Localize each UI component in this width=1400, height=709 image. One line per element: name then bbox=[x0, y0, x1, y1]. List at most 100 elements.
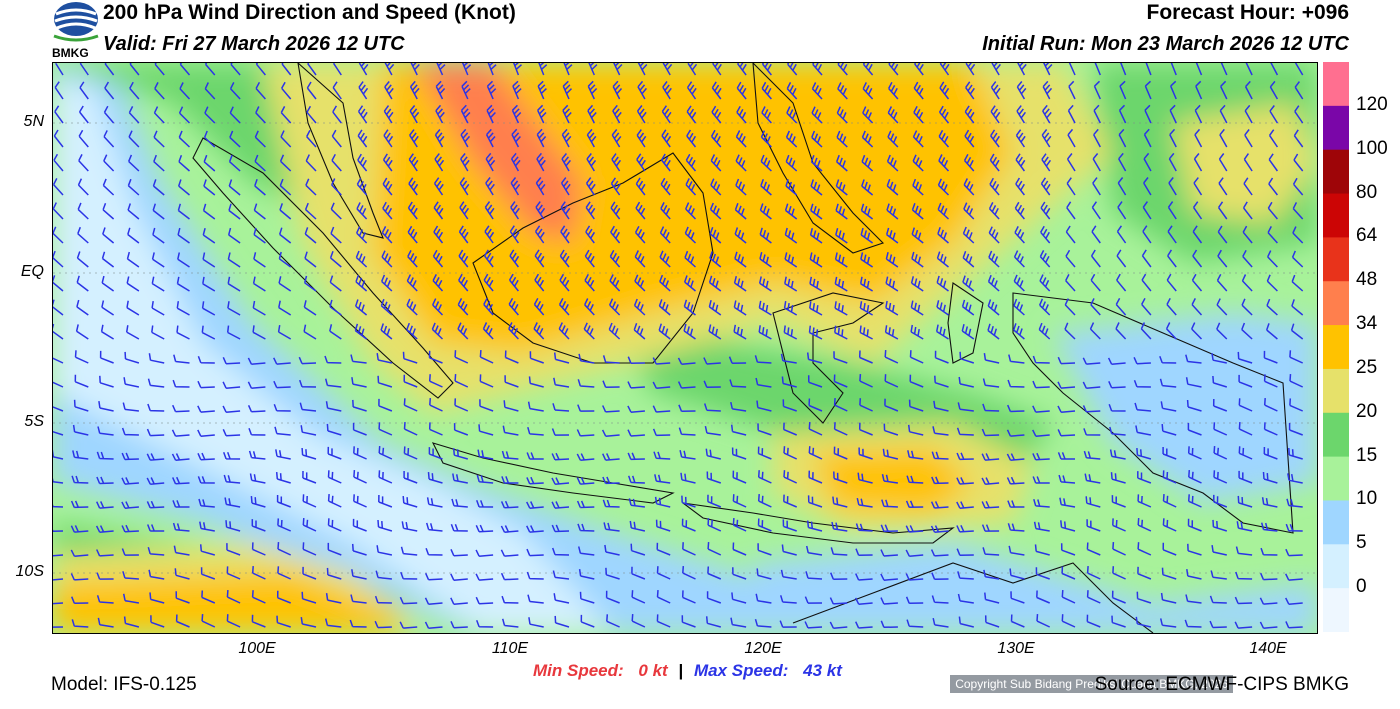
wind-barb bbox=[1265, 323, 1278, 340]
wind-barb bbox=[782, 399, 797, 412]
wind-barb bbox=[103, 154, 115, 172]
wind-barb bbox=[479, 399, 494, 412]
wind-barb bbox=[610, 201, 621, 220]
wind-barb bbox=[508, 297, 519, 316]
wind-barb bbox=[707, 566, 722, 580]
wind-barb bbox=[1270, 63, 1279, 76]
wind-barb bbox=[882, 448, 899, 460]
wind-barb bbox=[226, 543, 241, 556]
wind-barb bbox=[102, 227, 115, 244]
wind-barb bbox=[1294, 105, 1304, 124]
wind-barb bbox=[356, 177, 368, 196]
wind-barb bbox=[129, 63, 140, 76]
wind-barb bbox=[884, 398, 899, 412]
wind-barb bbox=[1066, 201, 1076, 220]
wind-barb bbox=[682, 542, 696, 556]
wind-barb bbox=[837, 82, 848, 100]
wind-barb bbox=[76, 251, 89, 268]
wind-barb bbox=[1140, 322, 1152, 340]
wind-barb bbox=[426, 497, 443, 508]
wind-barb bbox=[1267, 250, 1278, 268]
wind-barb bbox=[400, 571, 418, 580]
wind-barb bbox=[225, 520, 241, 532]
wind-barb bbox=[1212, 398, 1228, 412]
wind-barb bbox=[809, 252, 823, 268]
wind-barb bbox=[127, 178, 140, 196]
wind-barb bbox=[1040, 201, 1051, 220]
wind-barb bbox=[1192, 249, 1203, 268]
colorbar-label: 120 bbox=[1356, 93, 1388, 115]
wind-barb bbox=[755, 593, 772, 604]
wind-barb bbox=[1066, 177, 1076, 196]
wind-barb bbox=[202, 276, 216, 292]
wind-barb bbox=[331, 178, 342, 196]
lon-label-120e: 120E bbox=[744, 640, 782, 657]
wind-barb bbox=[358, 81, 369, 100]
wind-barb bbox=[300, 616, 317, 628]
wind-barb bbox=[53, 554, 64, 557]
wind-barb bbox=[964, 129, 975, 148]
wind-barb bbox=[636, 153, 646, 172]
wind-barb bbox=[1033, 521, 1050, 532]
wind-barb bbox=[508, 322, 519, 340]
wind-barb bbox=[962, 251, 975, 268]
wind-barb bbox=[785, 179, 798, 196]
wind-barb bbox=[602, 355, 620, 364]
wind-barb bbox=[1268, 153, 1279, 172]
wind-barb bbox=[1170, 80, 1177, 100]
wind-barb bbox=[913, 81, 924, 100]
wind-barb bbox=[609, 249, 621, 268]
colorbar-label: 48 bbox=[1356, 269, 1378, 291]
wind-barb bbox=[486, 104, 496, 124]
wind-barb bbox=[1259, 597, 1278, 605]
wind-barb bbox=[936, 275, 949, 292]
wind-barb bbox=[228, 154, 241, 172]
wind-barb bbox=[911, 203, 924, 220]
colorbar-label: 5 bbox=[1356, 532, 1367, 554]
wind-barb bbox=[833, 351, 848, 364]
wind-barb bbox=[277, 542, 292, 556]
wind-barb bbox=[610, 225, 621, 244]
wind-barb bbox=[1243, 153, 1253, 172]
wind-barb bbox=[612, 80, 623, 100]
wind-barb bbox=[176, 276, 190, 292]
wind-barb bbox=[500, 500, 519, 509]
wind-barb bbox=[912, 130, 924, 148]
wind-barb bbox=[1167, 225, 1177, 244]
wind-barb bbox=[755, 377, 772, 388]
wind-barb bbox=[1168, 177, 1177, 196]
wind-barb bbox=[683, 323, 696, 340]
wind-barb bbox=[613, 63, 623, 76]
wind-barb bbox=[1065, 249, 1076, 268]
wind-barb bbox=[807, 375, 823, 388]
wind-barb bbox=[77, 226, 89, 244]
wind-barb bbox=[382, 153, 393, 172]
wind-map: Copyright Sub Bidang Prediksi Cuaca BMKG… bbox=[52, 62, 1318, 693]
wind-barb bbox=[629, 520, 646, 532]
wind-barb bbox=[1217, 249, 1228, 268]
wind-barb bbox=[988, 226, 1000, 244]
wind-barb bbox=[1209, 620, 1227, 629]
max-speed-value: 43 kt bbox=[803, 661, 842, 680]
wind-barb bbox=[553, 352, 570, 364]
wind-barb bbox=[197, 355, 215, 364]
wind-barb bbox=[859, 398, 873, 412]
wind-barb bbox=[152, 227, 165, 244]
wind-barb bbox=[662, 81, 672, 100]
colorbar bbox=[1323, 62, 1349, 637]
wind-barb bbox=[350, 354, 367, 364]
wind-barb bbox=[686, 105, 697, 124]
colorbar-swatch bbox=[1323, 237, 1349, 282]
wind-barb bbox=[1241, 274, 1253, 292]
wind-barb bbox=[1059, 497, 1076, 508]
wind-barb bbox=[178, 106, 191, 124]
wind-barb bbox=[352, 399, 367, 412]
wind-barb bbox=[54, 63, 64, 76]
wind-barb bbox=[53, 299, 64, 316]
wind-barb bbox=[1057, 381, 1076, 389]
wind-barb bbox=[103, 105, 115, 124]
wind-barb bbox=[254, 154, 266, 172]
wind-barb bbox=[149, 592, 165, 604]
wind-barb bbox=[73, 399, 89, 412]
wind-barb bbox=[887, 130, 899, 148]
